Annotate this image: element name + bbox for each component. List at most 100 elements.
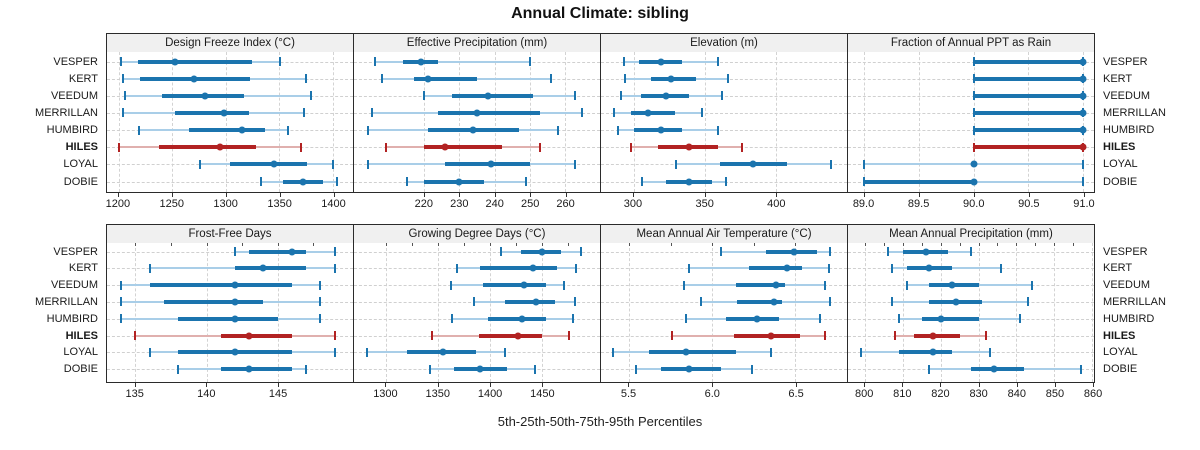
- gridline-vertical: [1028, 52, 1030, 192]
- whisker-cap-low: [367, 125, 370, 135]
- panel-fraction-of-annual-ppt-as-rain: Fraction of Annual PPT as Rain 89.0 89.5 90…: [847, 33, 1095, 216]
- iqr-bar: [482, 283, 547, 288]
- axis-tick: [206, 383, 208, 387]
- gridline-vertical: [386, 243, 388, 382]
- whisker-cap-low: [886, 247, 889, 256]
- site-label-left: HILES: [65, 329, 98, 342]
- gridline-horizontal: [107, 251, 353, 253]
- whisker-cap-low: [428, 364, 431, 374]
- median-dot: [1079, 109, 1087, 117]
- iqr-bar: [973, 93, 1084, 98]
- whisker-cap-low: [120, 280, 123, 290]
- axis-tick-label: 1200: [105, 198, 131, 210]
- iqr-bar: [630, 110, 675, 115]
- median-dot: [439, 348, 447, 356]
- whisker-cap-high: [319, 314, 322, 324]
- axis-tick-label: 6.0: [704, 388, 720, 400]
- site-label-left: MERRILLAN: [35, 295, 98, 308]
- site-label-left: HUMBIRD: [46, 124, 98, 137]
- gridline-vertical: [864, 52, 866, 192]
- axis-tick-label: 135: [125, 388, 144, 400]
- whisker-cap-high: [581, 108, 584, 118]
- median-dot: [657, 58, 665, 65]
- site-label-left: KERT: [68, 262, 98, 275]
- site-label-left: VESPER: [53, 245, 98, 258]
- panel-plot-area: [353, 52, 601, 193]
- axis-tick: [940, 383, 942, 387]
- axis-tick: [632, 193, 634, 197]
- whisker-cap-high: [970, 247, 972, 256]
- iqr-bar: [220, 333, 292, 338]
- whisker-cap-high: [1082, 159, 1085, 169]
- panel-strip-label: Mean Annual Precipitation (mm): [889, 228, 1053, 240]
- iqr-bar: [159, 145, 256, 150]
- panel-plot-area: [106, 243, 354, 383]
- panel-design-freeze-index-c: Design Freeze Index (°C) 1200 1250 1300 1350…: [106, 33, 354, 216]
- whisker-cap-low: [120, 314, 123, 324]
- iqr-bar: [504, 299, 556, 304]
- site-label-right: VESPER: [1103, 55, 1148, 68]
- panel-strip: Design Freeze Index (°C): [106, 33, 354, 53]
- minor-tick-top: [921, 243, 923, 246]
- gridline-horizontal: [848, 78, 1094, 80]
- figure-title: Annual Climate: sibling: [511, 5, 689, 22]
- median-dot: [1079, 58, 1087, 65]
- site-label-left: LOYAL: [63, 346, 98, 359]
- panel-strip-label: Fraction of Annual PPT as Rain: [890, 37, 1052, 49]
- whisker-cap-low: [455, 263, 458, 273]
- iqr-bar: [737, 299, 783, 304]
- axis-tick-label: 90.0: [963, 198, 985, 210]
- minor-tick-top: [670, 243, 672, 246]
- panel-elevation-m: Elevation (m) 300 350 400: [600, 33, 848, 216]
- iqr-bar: [149, 283, 292, 288]
- site-label-left: VEEDUM: [50, 279, 98, 292]
- site-label-right: VEEDUM: [1103, 89, 1151, 102]
- iqr-bar: [725, 316, 779, 321]
- gridline-vertical: [438, 243, 440, 382]
- whisker-cap-high: [333, 331, 336, 340]
- whisker-cap-high: [716, 125, 719, 135]
- gridline-horizontal: [601, 61, 847, 63]
- axis-tick-label: 145: [268, 388, 288, 400]
- gridline-vertical: [279, 52, 281, 192]
- site-label-right: DOBIE: [1103, 363, 1138, 376]
- axis-tick-label: 140: [197, 388, 216, 400]
- median-dot: [1079, 143, 1087, 151]
- whisker-cap-high: [331, 159, 334, 169]
- iqr-bar: [973, 128, 1084, 133]
- whisker-cap-high: [299, 142, 302, 152]
- minor-tick-top: [1016, 243, 1018, 246]
- iqr-bar: [230, 162, 307, 167]
- panel-frost-free-days: Frost-Free Days 135 140 145: [106, 224, 354, 406]
- axis-tick-label: 860: [1083, 388, 1103, 400]
- whisker-cap-low: [134, 331, 137, 340]
- whisker-cap-low: [260, 177, 263, 187]
- median-dot: [216, 143, 224, 151]
- minor-tick-top: [515, 243, 517, 246]
- minor-tick-top: [242, 243, 244, 246]
- iqr-bar: [452, 93, 534, 98]
- gridline-vertical: [489, 243, 491, 382]
- whisker-cap-high: [1030, 280, 1033, 290]
- axis-tick-label: 89.5: [907, 198, 930, 210]
- whisker-cap-low: [423, 91, 426, 101]
- panel-plot-area: [106, 52, 354, 193]
- whisker-cap-low: [612, 108, 615, 118]
- median-dot: [952, 298, 960, 306]
- median-dot: [231, 348, 239, 356]
- minor-tick-top: [1054, 243, 1056, 246]
- median-dot: [441, 143, 449, 151]
- whisker-cap-high: [1019, 314, 1022, 324]
- minor-tick-top: [170, 243, 172, 246]
- site-label-right: MERRILLAN: [1103, 295, 1166, 308]
- whisker-cap-low: [860, 347, 863, 357]
- gridline-vertical: [541, 243, 543, 382]
- panel-mean-annual-precipitation-mm: Mean Annual Precipitation (mm) 800 810 820 8…: [847, 224, 1102, 406]
- median-dot: [1079, 75, 1087, 83]
- minor-tick-top: [489, 243, 491, 246]
- median-dot: [685, 365, 693, 373]
- whisker-cap-high: [720, 91, 723, 101]
- iqr-bar: [971, 367, 1024, 372]
- axis-tick-label: 91.0: [1073, 198, 1095, 210]
- whisker-cap-high: [700, 108, 703, 118]
